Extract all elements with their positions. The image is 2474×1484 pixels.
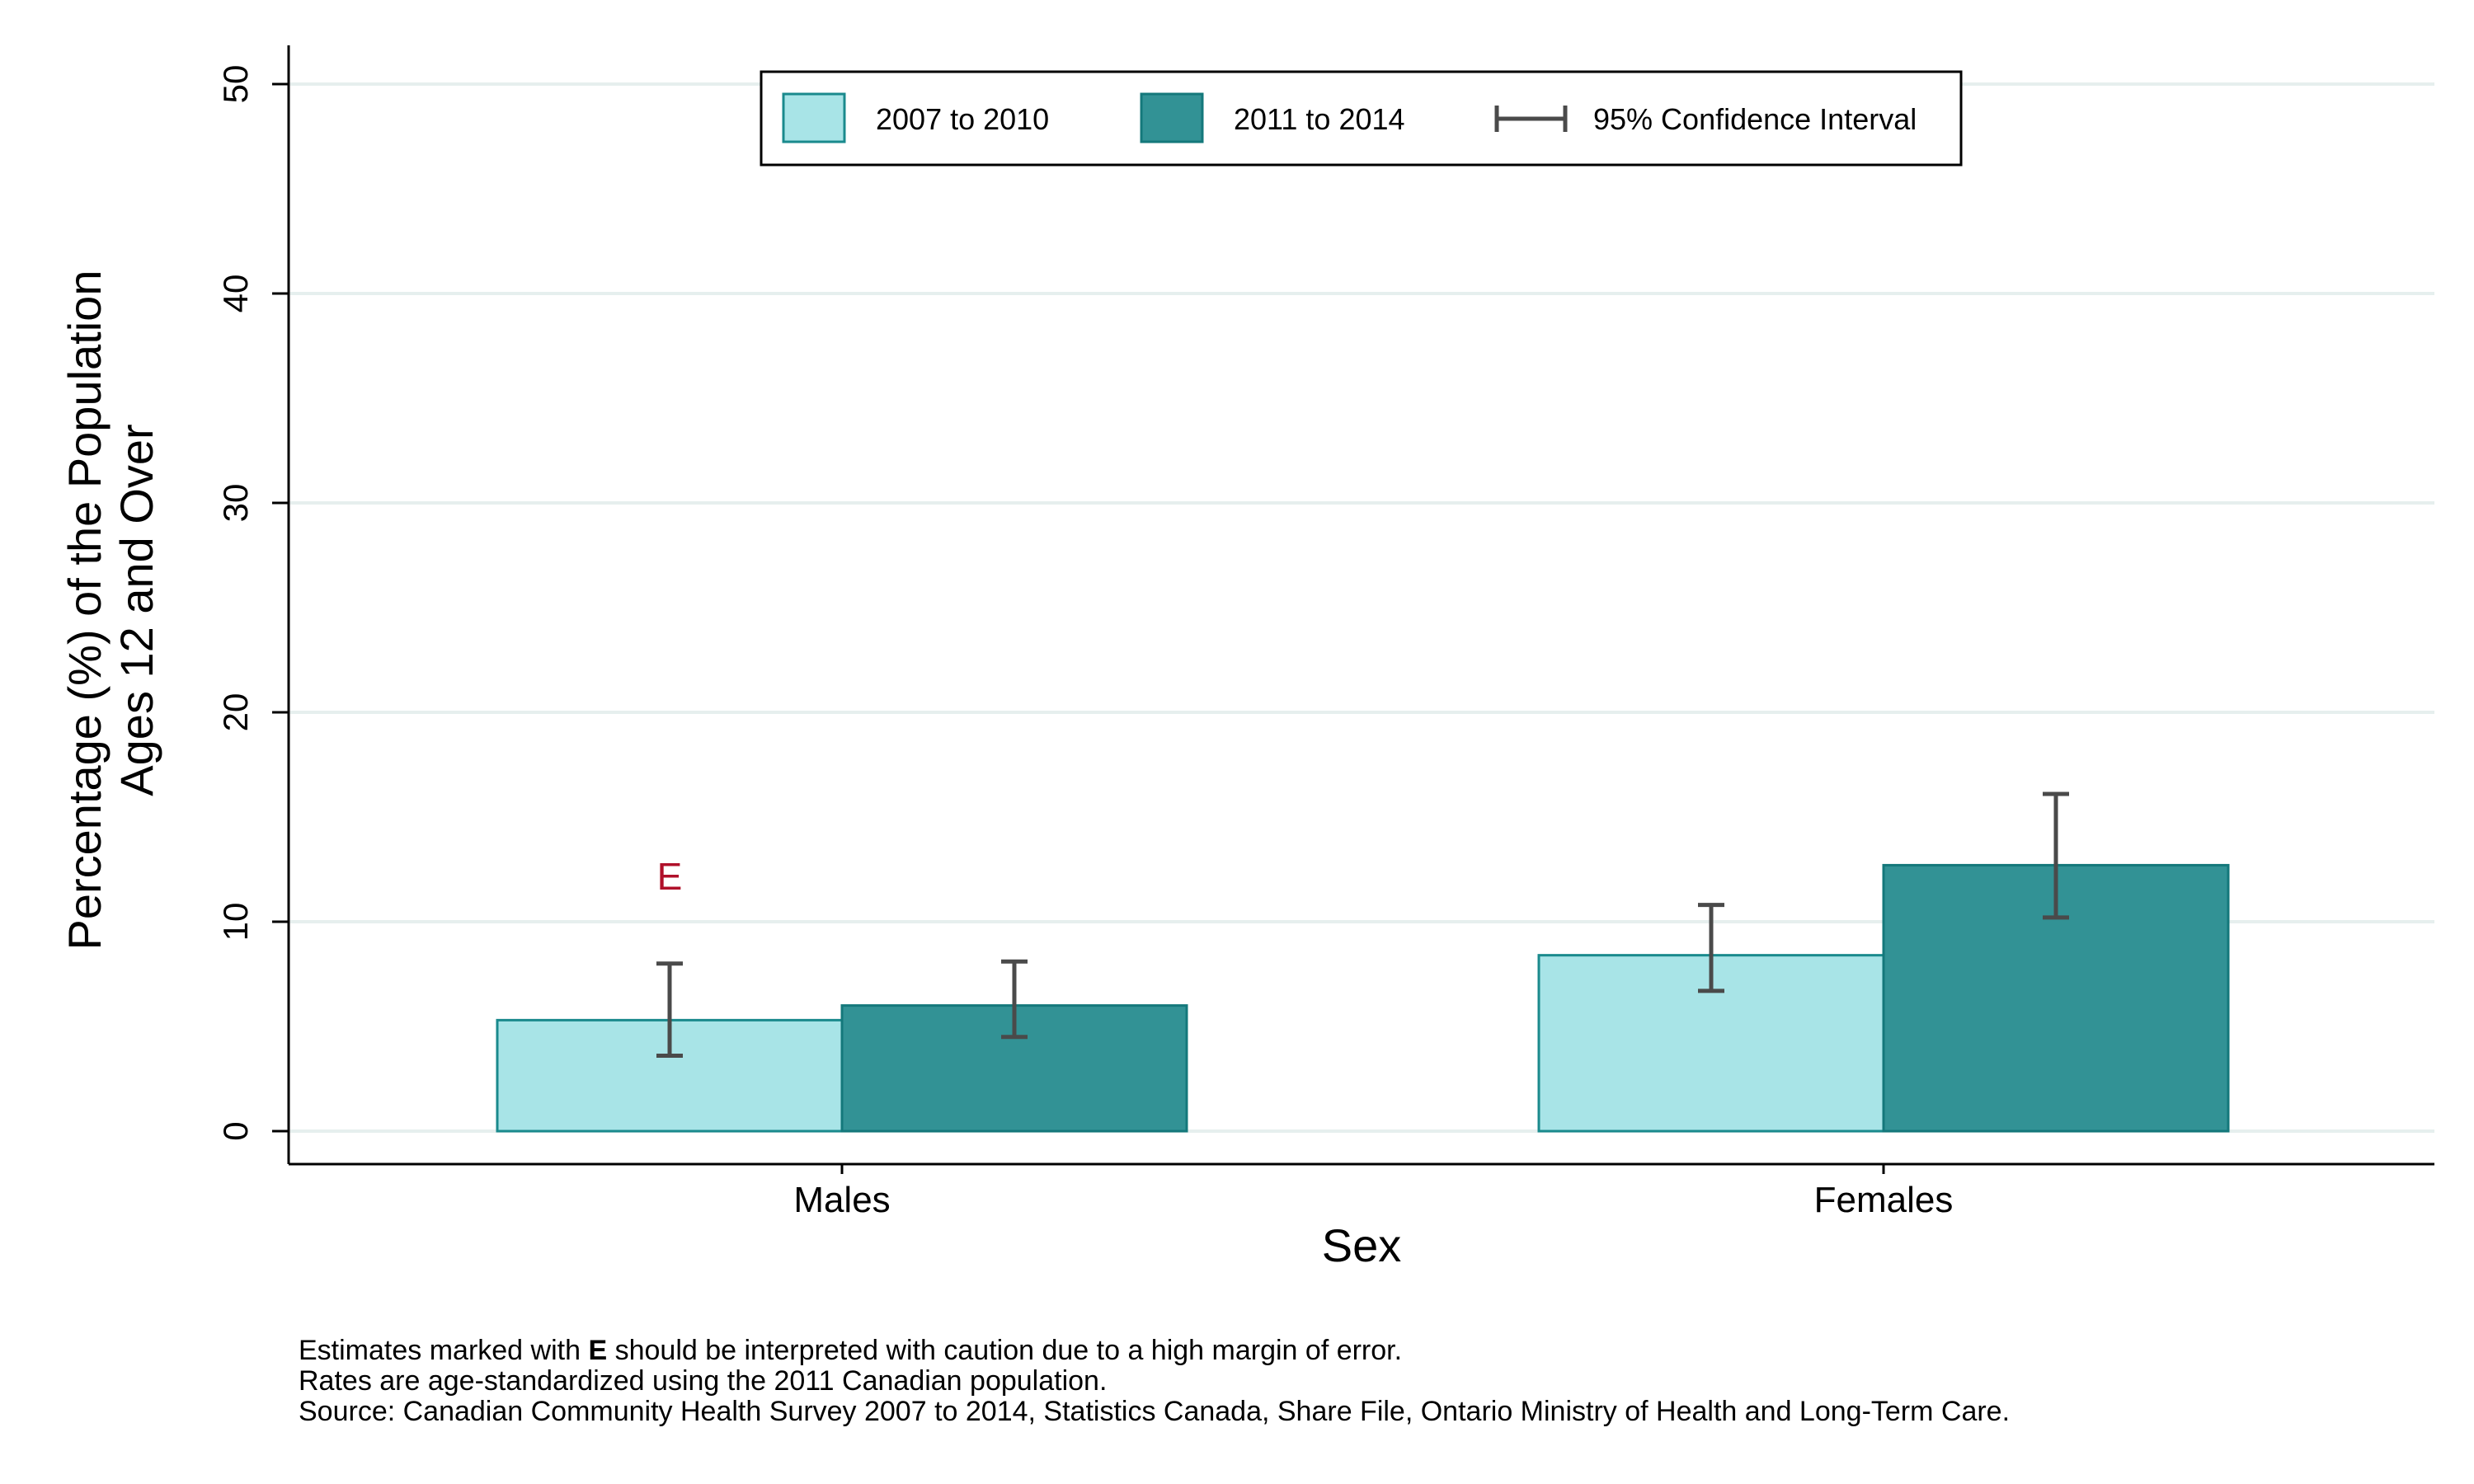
estimate-flags: E	[657, 855, 683, 898]
x-tick-label: Males	[793, 1180, 890, 1220]
y-axis-title-line: Percentage (%) of the Population	[59, 270, 111, 951]
axes	[272, 45, 2434, 1174]
y-axis-title-line: Ages 12 and Over	[111, 424, 162, 796]
footnote-source: Source: Canadian Community Health Survey…	[299, 1396, 2011, 1427]
y-tick-label: 20	[216, 693, 255, 732]
legend: 2007 to 2010 2011 to 2014 95% Confidence I…	[760, 70, 1963, 167]
y-tick-label: 30	[216, 484, 255, 523]
legend-label: 2007 to 2010	[876, 102, 1049, 136]
legend-label: 2011 to 2014	[1234, 102, 1405, 136]
x-axis-title: Sex	[1322, 1219, 1402, 1271]
legend-swatch	[1140, 92, 1204, 143]
confidence-intervals	[656, 791, 2069, 1059]
y-tick-label: 40	[216, 275, 255, 313]
footnotes: Estimates marked with E should be interp…	[299, 1336, 2010, 1427]
y-tick-label: 10	[216, 903, 255, 942]
footnote-e-marker: E	[588, 1335, 608, 1366]
y-axis-title: Percentage (%) of the Population Ages 12 …	[59, 270, 162, 951]
legend-swatch	[782, 92, 846, 143]
footnote-caution: Estimates marked with E should be interp…	[299, 1335, 1403, 1366]
legend-box	[760, 70, 1963, 167]
bars	[496, 863, 2230, 1133]
y-tick-label: 50	[216, 65, 255, 104]
estimate-flag: E	[657, 855, 683, 898]
x-tick-labels: Males Females	[793, 1180, 1953, 1220]
y-tick-label: 0	[216, 1121, 255, 1140]
legend-label-ci: 95% Confidence Interval	[1593, 102, 1917, 136]
footnote-age-standardized: Rates are age-standardized using the 201…	[299, 1365, 1108, 1397]
y-tick-labels: 0 10 20 30 40 50	[216, 65, 255, 1141]
x-tick-label: Females	[1814, 1180, 1954, 1220]
